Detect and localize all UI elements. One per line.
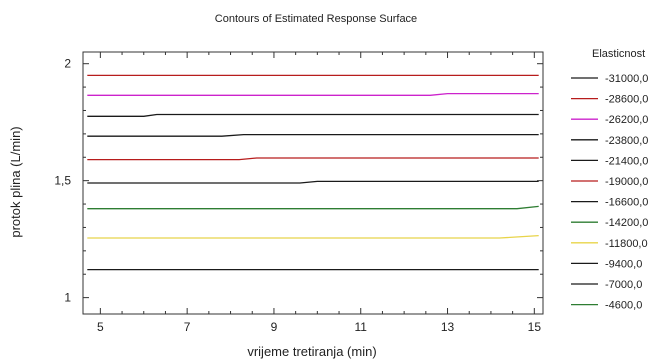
y-tick-label: 2 xyxy=(64,57,71,71)
legend-label: -21400,0 xyxy=(605,155,648,167)
x-tick-label: 11 xyxy=(355,320,368,334)
x-tick-label: 9 xyxy=(271,320,278,334)
contour-line-4 xyxy=(87,180,539,184)
legend-label: -28600,0 xyxy=(605,94,648,106)
legend-label: -16600,0 xyxy=(605,197,648,209)
contour-line-6 xyxy=(87,133,539,137)
legend-label: -31000,0 xyxy=(605,73,648,85)
contour-line-3 xyxy=(87,205,539,210)
contour-line-2 xyxy=(87,234,539,239)
contour-line-8 xyxy=(87,92,539,96)
legend-label: -19000,0 xyxy=(605,176,648,188)
legend-items: -31000,0 -28600,0 -26200,0 -23800,0 -21400,0… xyxy=(571,73,648,312)
legend-label: -4600,0 xyxy=(605,300,642,312)
legend-label: -11800,0 xyxy=(605,238,648,250)
legend-label: -7000,0 xyxy=(605,279,642,291)
x-tick-label: 13 xyxy=(441,320,455,334)
x-tick-label: 15 xyxy=(528,320,542,334)
contour-lines xyxy=(87,74,539,271)
legend-label: -26200,0 xyxy=(605,114,648,126)
x-tick-label: 5 xyxy=(97,320,104,334)
legend-label: -23800,0 xyxy=(605,135,648,147)
contour-line-5 xyxy=(87,157,539,161)
x-tick-label: 7 xyxy=(184,320,191,334)
legend: Elasticnost -31000,0 -28600,0 -26200,0 -238… xyxy=(571,48,648,312)
legend-title: Elasticnost xyxy=(592,48,645,60)
legend-label: -14200,0 xyxy=(605,217,648,229)
y-tick-label: 1 xyxy=(64,291,71,305)
contour-line-7 xyxy=(87,113,539,117)
y-axis: 11,52 xyxy=(54,57,543,305)
y-axis-label: protok plina (L/min) xyxy=(8,126,23,237)
x-axis-label: vrijeme tretiranja (min) xyxy=(247,344,376,359)
x-axis: 5 7 9 11 13 15 xyxy=(97,52,541,334)
chart-title: Contours of Estimated Response Surface xyxy=(215,13,417,25)
y-tick-label: 1,5 xyxy=(54,174,71,188)
legend-label: -9400,0 xyxy=(605,258,642,270)
